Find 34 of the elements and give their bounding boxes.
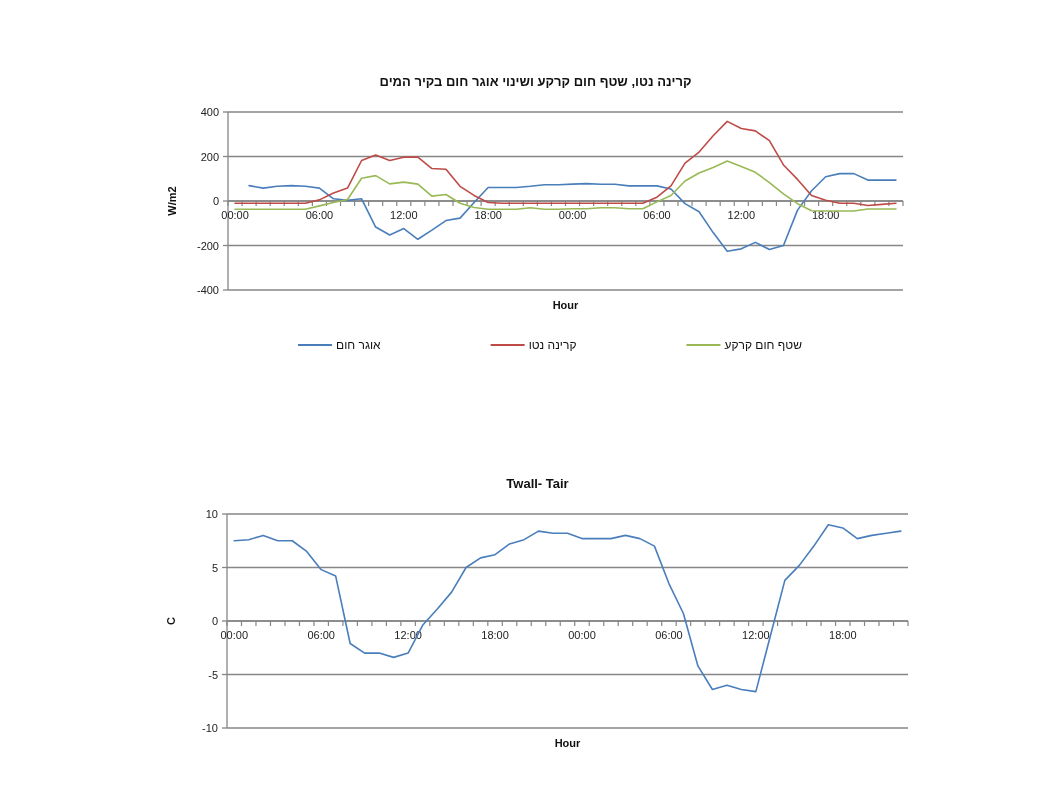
- x-tick-label: 18:00: [474, 209, 502, 221]
- y-tick-label: 400: [200, 106, 219, 118]
- chart-title: Twall- Tair: [506, 476, 569, 491]
- y-tick-label: 5: [211, 561, 218, 574]
- y-tick-label: -5: [208, 668, 218, 681]
- x-tick-label: 18:00: [829, 629, 857, 641]
- x-tick-label: 00:00: [558, 209, 587, 221]
- x-tick-label: 06:00: [643, 209, 671, 221]
- x-tick-label: 06:00: [655, 629, 683, 641]
- x-tick-label: 06:00: [305, 209, 334, 221]
- x-tick-label: 12:00: [390, 209, 418, 221]
- legend-label: שטף חום קרקע: [724, 338, 803, 352]
- y-tick-label: -10: [202, 722, 218, 734]
- chart-title: קרינה נטו, שטף חום קרקע ושינוי אוגר חום בקיר המים: [379, 74, 692, 89]
- y-tick-label: 200: [200, 150, 219, 163]
- y-tick-label: 0: [212, 195, 219, 207]
- y-tick-label: 0: [211, 615, 218, 627]
- x-tick-label: 12:00: [742, 629, 770, 641]
- x-tick-label: 12:00: [727, 209, 756, 221]
- legend-label: קרינה נטו: [528, 338, 577, 352]
- x-tick-label: 06:00: [307, 629, 335, 641]
- x-tick-label: 18:00: [481, 629, 509, 641]
- y-axis-title: W/m2: [166, 186, 178, 216]
- x-axis-title: Hour: [554, 737, 582, 749]
- x-axis-title: Hour: [552, 299, 580, 311]
- y-axis-title: C: [165, 616, 177, 625]
- y-tick-label: -200: [196, 239, 219, 252]
- x-tick-label: 00:00: [220, 629, 249, 641]
- y-tick-label: -400: [196, 284, 219, 296]
- x-tick-label: 18:00: [811, 209, 840, 221]
- x-tick-label: 00:00: [221, 209, 249, 221]
- x-tick-label: 00:00: [568, 629, 596, 641]
- legend-label: אוגר חום: [336, 338, 382, 352]
- y-tick-label: 10: [205, 508, 218, 520]
